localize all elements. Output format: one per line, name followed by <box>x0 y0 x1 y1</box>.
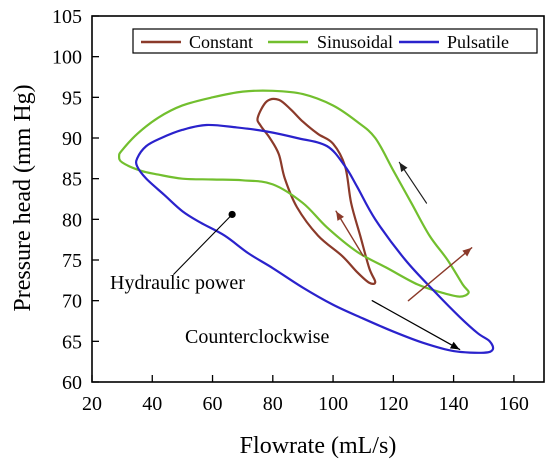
x-tick-label: 140 <box>439 393 469 415</box>
y-tick-label: 100 <box>52 47 82 69</box>
y-tick-label: 70 <box>62 291 82 313</box>
direction-arrowhead-1 <box>336 211 344 221</box>
plot-frame <box>91 15 545 383</box>
x-tick-label: 60 <box>203 393 223 415</box>
annotation-hydraulic-power: Hydraulic power <box>110 272 245 294</box>
plot-area: Hydraulic power Counterclockwise <box>91 15 545 383</box>
x-axis-ticks: 20 40 60 80 100 120 140 160 <box>82 375 529 415</box>
y-tick-label: 65 <box>62 331 82 353</box>
series-line-sinusoidal <box>117 89 470 298</box>
series-line-pulsatile <box>134 123 495 354</box>
annotation-group: Hydraulic power Counterclockwise <box>110 210 330 348</box>
y-tick-label: 95 <box>62 87 82 109</box>
direction-arrowhead-4 <box>449 341 460 350</box>
x-tick-label: 160 <box>499 393 529 415</box>
y-axis-ticks: 60 65 70 75 80 85 90 95 100 105 <box>52 6 99 394</box>
x-tick-label: 120 <box>378 393 408 415</box>
axes-group: 20 40 60 80 100 120 140 160 60 65 70 75 80 85 90 95 100… <box>10 6 529 459</box>
series-line-constant <box>256 97 377 285</box>
hydraulic-leader-line <box>172 214 233 276</box>
y-axis-label: Pressure head (mm Hg) <box>10 84 36 311</box>
legend-label-constant: Constant <box>189 32 253 52</box>
legend-label-sinusoidal: Sinusoidal <box>317 32 393 52</box>
legend-label-pulsatile: Pulsatile <box>447 32 509 52</box>
legend: Constant Sinusoidal Pulsatile <box>132 28 538 54</box>
x-tick-label: 40 <box>142 393 162 415</box>
y-tick-label: 60 <box>62 372 82 394</box>
annotation-counterclockwise: Counterclockwise <box>185 326 330 348</box>
x-tick-label: 20 <box>82 393 102 415</box>
series-group <box>117 89 495 354</box>
direction-arrowhead-2 <box>462 247 472 257</box>
legend-box <box>132 28 538 54</box>
direction-arrowhead-3 <box>399 162 408 172</box>
y-tick-label: 75 <box>62 250 82 272</box>
hydraulic-point <box>228 210 236 219</box>
direction-arrow-2 <box>407 247 473 302</box>
y-tick-label: 80 <box>62 209 82 231</box>
y-tick-label: 85 <box>62 169 82 191</box>
arrow-group <box>335 161 473 351</box>
direction-arrow-4 <box>371 300 461 351</box>
y-tick-label: 105 <box>52 6 82 28</box>
x-axis-label: Flowrate (mL/s) <box>240 433 397 459</box>
y-tick-label: 90 <box>62 128 82 150</box>
x-tick-label: 80 <box>263 393 283 415</box>
x-tick-label: 100 <box>318 393 348 415</box>
